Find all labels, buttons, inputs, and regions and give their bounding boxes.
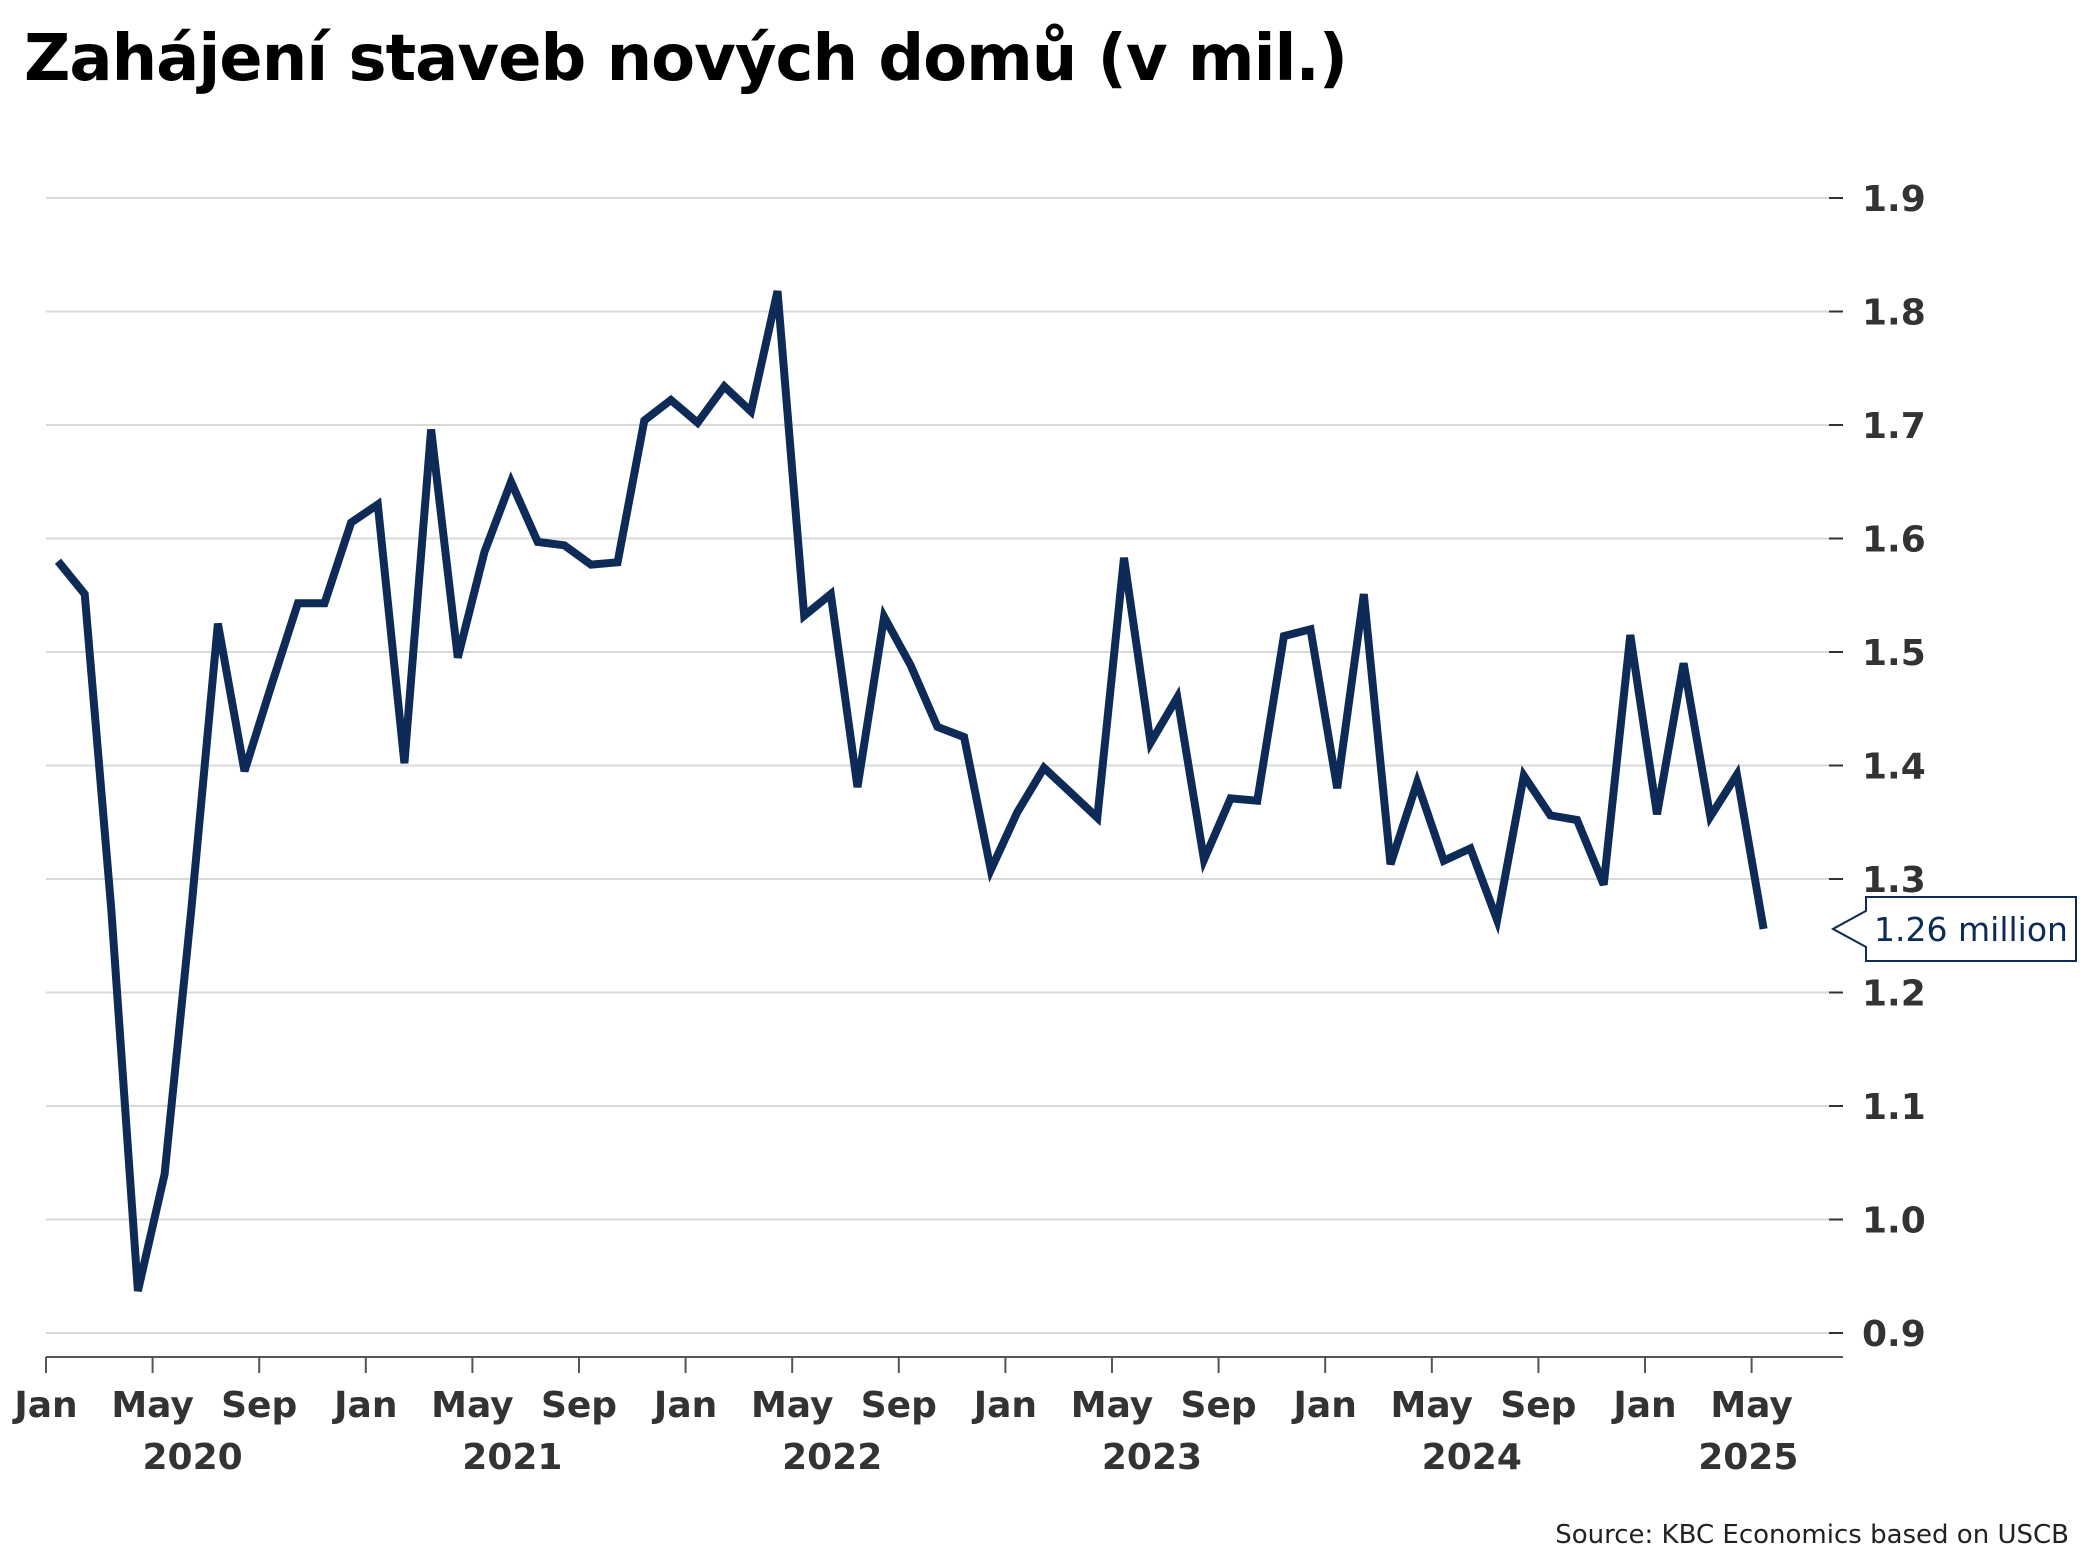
y-tick-label: 0.9 bbox=[1862, 1314, 1926, 1355]
x-month-label: Jan bbox=[1610, 1385, 1676, 1426]
y-tick-label: 1.2 bbox=[1862, 974, 1926, 1015]
y-tick-label: 1.1 bbox=[1862, 1087, 1926, 1128]
x-month-label: Sep bbox=[861, 1385, 937, 1426]
x-month-label: May bbox=[431, 1385, 513, 1426]
x-year-label: 2025 bbox=[1698, 1437, 1798, 1478]
x-year-label: 2021 bbox=[462, 1437, 562, 1478]
x-month-label: Sep bbox=[221, 1385, 297, 1426]
y-tick-label: 1.4 bbox=[1862, 747, 1926, 788]
x-month-label: Jan bbox=[1291, 1385, 1357, 1426]
x-month-label: May bbox=[1391, 1385, 1473, 1426]
x-year-label: 2023 bbox=[1102, 1437, 1202, 1478]
source-note: Source: KBC Economics based on USCB bbox=[1555, 1520, 2069, 1550]
x-axis-ticks: Jan May Sep Jan May Sep Jan May Sep Jan May Sep Jan M… bbox=[11, 1357, 1798, 1478]
x-year-label: 2024 bbox=[1422, 1437, 1522, 1478]
x-year-label: 2020 bbox=[142, 1437, 242, 1478]
series-line bbox=[54, 290, 1768, 1292]
y-tick-label: 1.3 bbox=[1862, 860, 1926, 901]
chart-title: Zahájení staveb nových domů (v mil.) bbox=[24, 22, 1348, 96]
y-axis-ticks: 0.9 1.0 1.1 1.2 1.3 1.4 1.5 1.6 1.7 1.8 1.9 bbox=[1829, 179, 1926, 1355]
x-month-label: May bbox=[111, 1385, 193, 1426]
x-month-label: May bbox=[1071, 1385, 1153, 1426]
x-month-label: Sep bbox=[1500, 1385, 1576, 1426]
x-month-label: May bbox=[751, 1385, 833, 1426]
y-tick-label: 1.6 bbox=[1862, 520, 1926, 561]
series-group bbox=[54, 290, 1768, 1292]
x-month-label: Jan bbox=[971, 1385, 1037, 1426]
y-tick-label: 1.9 bbox=[1862, 179, 1926, 220]
x-month-label: Sep bbox=[1181, 1385, 1257, 1426]
x-month-label: Jan bbox=[331, 1385, 397, 1426]
x-month-label: May bbox=[1710, 1385, 1792, 1426]
x-month-label: Jan bbox=[651, 1385, 717, 1426]
x-month-label: Jan bbox=[11, 1385, 77, 1426]
callout-box bbox=[1830, 895, 2077, 962]
y-tick-label: 1.7 bbox=[1862, 406, 1926, 447]
y-tick-label: 1.5 bbox=[1862, 633, 1926, 674]
gridlines bbox=[46, 197, 1843, 1334]
y-tick-label: 1.0 bbox=[1862, 1201, 1926, 1242]
value-callout: 1.26 million bbox=[1830, 895, 2077, 962]
y-tick-label: 1.8 bbox=[1862, 293, 1926, 334]
x-month-label: Sep bbox=[541, 1385, 617, 1426]
callout-label: 1.26 million bbox=[1874, 910, 2068, 949]
x-year-label: 2022 bbox=[782, 1437, 882, 1478]
